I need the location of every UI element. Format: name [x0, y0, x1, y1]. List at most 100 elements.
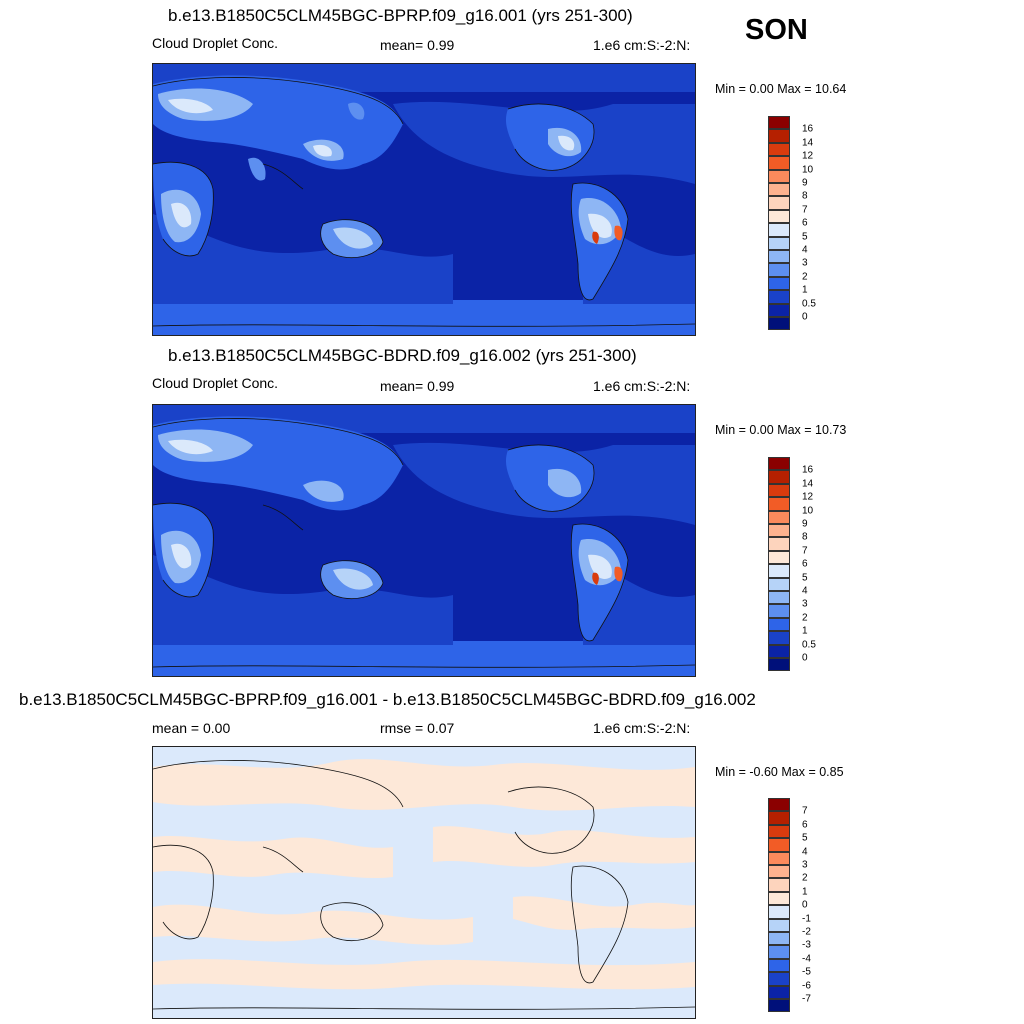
- colorbar-tick-label: 10: [802, 164, 814, 176]
- panel-3-units-label: 1.e6 cm:S:-2:N:: [593, 720, 691, 736]
- colorbar-tick-label: 14: [802, 137, 814, 149]
- colorbar-swatch: [768, 644, 790, 658]
- colorbar-swatch: [768, 183, 790, 197]
- panel-3-map: [152, 746, 696, 1019]
- colorbar-swatch: [768, 169, 790, 183]
- colorbar-tick-label: 6: [802, 217, 808, 229]
- colorbar-tick-label: 6: [802, 558, 808, 570]
- colorbar-tick-label: 9: [802, 518, 808, 530]
- colorbar-swatch: [768, 276, 790, 291]
- colorbar-swatch: [768, 891, 790, 906]
- colorbar-tick-label: 12: [802, 491, 814, 503]
- colorbar-tick-label: 0: [802, 652, 808, 664]
- colorbar-tick-label: 8: [802, 190, 808, 202]
- panel-1-map-svg: [153, 64, 695, 335]
- panel-2-variable-label: Cloud Droplet Conc.: [152, 375, 279, 391]
- colorbar-swatch: [768, 470, 790, 484]
- panel-1-minmax: Min = 0.00 Max = 10.64: [715, 82, 847, 96]
- colorbar-tick-label: 4: [802, 585, 808, 597]
- colorbar-tick-label: -7: [802, 993, 811, 1005]
- colorbar-swatch: [768, 577, 790, 591]
- colorbar-swatch: [768, 798, 790, 812]
- colorbar-tick-label: -5: [802, 966, 811, 978]
- colorbar-tick-label: 3: [802, 859, 808, 871]
- colorbar-swatch: [768, 263, 790, 277]
- colorbar-swatch: [768, 865, 790, 879]
- colorbar-swatch: [768, 537, 790, 551]
- colorbar-swatch: [768, 497, 790, 511]
- colorbar-tick-label: 5: [802, 231, 808, 243]
- colorbar-swatch: [768, 290, 790, 304]
- colorbar-tick-label: 6: [802, 819, 808, 831]
- panel-3-minmax: Min = -0.60 Max = 0.85: [715, 765, 844, 779]
- panel-2-minmax: Min = 0.00 Max = 10.73: [715, 423, 847, 437]
- colorbar-tick-label: 5: [802, 572, 808, 584]
- colorbar-swatch: [768, 905, 790, 919]
- colorbar-tick-label: 3: [802, 257, 808, 269]
- colorbar-tick-label: -2: [802, 926, 811, 938]
- colorbar-tick-label: 1: [802, 284, 808, 296]
- colorbar-swatch: [768, 564, 790, 578]
- colorbar-swatch: [768, 317, 790, 331]
- colorbar-tick-label: 5: [802, 832, 808, 844]
- colorbar-swatch: [768, 142, 790, 157]
- panel-3-mean-label: mean = 0.00: [152, 720, 231, 736]
- colorbar-tick-label: 2: [802, 612, 808, 624]
- colorbar-swatch: [768, 116, 790, 130]
- colorbar-swatch: [768, 156, 790, 170]
- colorbar-tick-label: -1: [802, 913, 811, 925]
- colorbar-tick-label: 4: [802, 846, 808, 858]
- colorbar-swatch: [768, 824, 790, 839]
- colorbar-tick-label: -3: [802, 939, 811, 951]
- colorbar-swatch: [768, 250, 790, 264]
- panel-1-mean-label: mean= 0.99: [380, 37, 455, 53]
- colorbar-swatch: [768, 658, 790, 672]
- colorbar-swatch: [768, 631, 790, 645]
- colorbar-tick-label: 16: [802, 123, 814, 135]
- colorbar-tick-label: 1: [802, 886, 808, 898]
- colorbar-swatch: [768, 838, 790, 852]
- colorbar-tick-label: 2: [802, 271, 808, 283]
- colorbar-swatch: [768, 851, 790, 865]
- colorbar-tick-label: 7: [802, 204, 808, 216]
- panel-3-map-svg: [153, 747, 695, 1018]
- colorbar-swatch: [768, 129, 790, 143]
- colorbar-tick-label: 9: [802, 177, 808, 189]
- colorbar-tick-label: 16: [802, 464, 814, 476]
- panel-3-title: b.e13.B1850C5CLM45BGC-BPRP.f09_g16.001 -…: [19, 690, 756, 709]
- panel-1-title: b.e13.B1850C5CLM45BGC-BPRP.f09_g16.001 (…: [168, 6, 633, 25]
- colorbar-swatch: [768, 457, 790, 471]
- colorbar-tick-label: 1: [802, 625, 808, 637]
- colorbar-tick-label: 7: [802, 545, 808, 557]
- colorbar-swatch: [768, 945, 790, 959]
- colorbar-tick-label: 14: [802, 478, 814, 490]
- colorbar-swatch: [768, 510, 790, 524]
- panel-2-units-label: 1.e6 cm:S:-2:N:: [593, 378, 691, 394]
- panel-2-title: b.e13.B1850C5CLM45BGC-BDRD.f09_g16.002 (…: [168, 346, 637, 365]
- colorbar-tick-label: 12: [802, 150, 814, 162]
- colorbar-tick-label: -4: [802, 953, 811, 965]
- panel-1-units-label: 1.e6 cm:S:-2:N:: [593, 37, 691, 53]
- colorbar-tick-label: 0.5: [802, 639, 816, 651]
- colorbar-swatch: [768, 878, 790, 892]
- panel-2-colorbar: 16 14 12 10 9 8 7 6 5 4 3 2 1 0.5 0: [768, 457, 828, 672]
- colorbar-swatch: [768, 972, 790, 986]
- colorbar-swatch: [768, 958, 790, 973]
- panel-2-map-svg: [153, 405, 695, 676]
- colorbar-swatch: [768, 811, 790, 825]
- colorbar-swatch: [768, 196, 790, 210]
- colorbar-swatch: [768, 524, 790, 538]
- panel-1-variable-label: Cloud Droplet Conc.: [152, 35, 279, 51]
- colorbar-tick-label: 3: [802, 598, 808, 610]
- colorbar-swatch: [768, 591, 790, 605]
- colorbar-tick-label: 4: [802, 244, 808, 256]
- colorbar-tick-label: 10: [802, 505, 814, 517]
- panel-2-mean-label: mean= 0.99: [380, 378, 455, 394]
- panel-1-map: [152, 63, 696, 336]
- colorbar-swatch: [768, 236, 790, 250]
- colorbar-tick-label: -6: [802, 980, 811, 992]
- colorbar-swatch: [768, 918, 790, 932]
- colorbar-swatch: [768, 223, 790, 237]
- colorbar-swatch: [768, 303, 790, 317]
- colorbar-tick-label: 0: [802, 899, 808, 911]
